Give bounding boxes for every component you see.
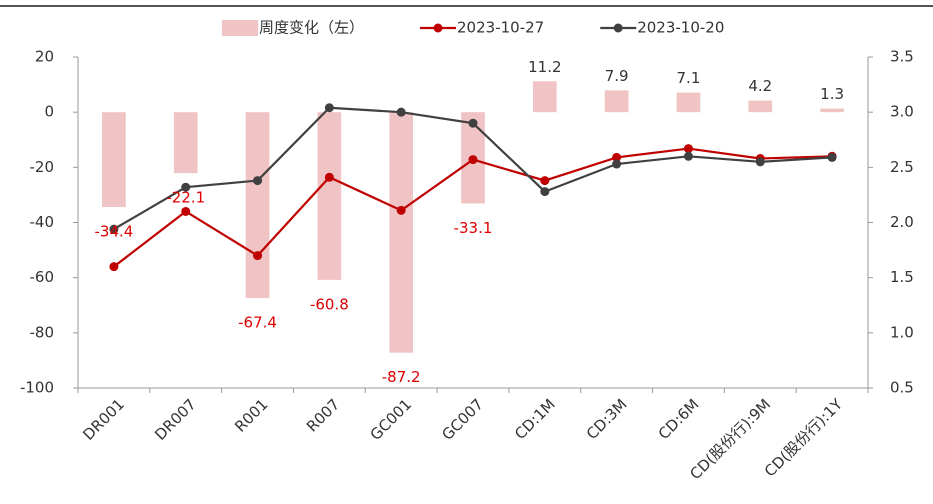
legend-swatch (222, 20, 258, 36)
y-tick-label: -80 (30, 323, 55, 341)
data-label: 7.1 (677, 69, 701, 87)
point (181, 182, 191, 192)
bar (317, 112, 342, 280)
point (396, 107, 406, 117)
bar (604, 90, 629, 113)
point (755, 157, 765, 167)
point (540, 187, 550, 197)
data-label: 4.2 (748, 77, 772, 95)
data-label: 11.2 (528, 58, 561, 76)
y2-tick-label: 3.0 (890, 103, 914, 121)
bar (102, 112, 126, 208)
point (396, 205, 406, 215)
x-tick-label: DR001 (79, 395, 128, 444)
y-tick-label: -20 (30, 158, 55, 176)
bar (676, 92, 701, 113)
bar (245, 112, 270, 299)
x-tick-label: GC007 (438, 395, 487, 444)
bar (532, 81, 557, 113)
x-tick-label: R001 (231, 395, 271, 435)
data-label: -22.1 (166, 189, 205, 207)
data-label: -67.4 (238, 314, 277, 332)
x-tick-label: CD:3M (583, 395, 631, 443)
y-tick-label: -100 (20, 379, 54, 397)
point (612, 159, 622, 169)
point (109, 262, 119, 272)
point (109, 224, 119, 234)
legend-label: 周度变化（左） (259, 19, 364, 37)
data-label: -34.4 (95, 223, 134, 241)
y-tick-label: 0 (44, 103, 54, 121)
y2-tick-label: 2.5 (890, 158, 914, 176)
bar (389, 112, 414, 353)
point (468, 155, 478, 165)
y2-tick-label: 1.5 (890, 268, 914, 286)
data-label: 7.9 (605, 67, 629, 85)
point (683, 144, 693, 154)
point (612, 152, 622, 162)
x-tick-label: DR007 (151, 395, 200, 444)
point (324, 103, 334, 113)
legend-marker (433, 23, 443, 33)
point (181, 206, 191, 216)
y-tick-label: -40 (30, 213, 55, 231)
point (683, 151, 693, 161)
y-tick-label: -60 (30, 268, 55, 286)
x-tick-label: R007 (303, 395, 343, 435)
point (827, 152, 837, 162)
bar (820, 108, 844, 113)
x-tick-label: GC001 (367, 395, 416, 444)
legend-label: 2023-10-20 (637, 19, 724, 37)
data-label: -60.8 (310, 295, 349, 313)
bar (173, 112, 198, 174)
bar (748, 100, 773, 113)
y2-tick-label: 3.5 (890, 48, 914, 66)
point (253, 176, 263, 186)
point (540, 176, 550, 186)
y2-tick-label: 2.0 (890, 213, 914, 231)
data-label: 1.3 (820, 85, 844, 103)
point (253, 251, 263, 261)
point (468, 118, 478, 128)
x-tick-label: CD:1M (511, 395, 559, 443)
x-tick-label: CD:6M (655, 395, 703, 443)
data-label: -33.1 (454, 219, 493, 237)
data-label: -87.2 (382, 368, 421, 386)
legend-marker (613, 23, 623, 33)
y2-tick-label: 1.0 (890, 323, 914, 341)
y2-tick-label: 0.5 (890, 379, 914, 397)
point (324, 172, 334, 182)
y-tick-label: 20 (35, 48, 54, 66)
legend-label: 2023-10-27 (457, 19, 544, 37)
